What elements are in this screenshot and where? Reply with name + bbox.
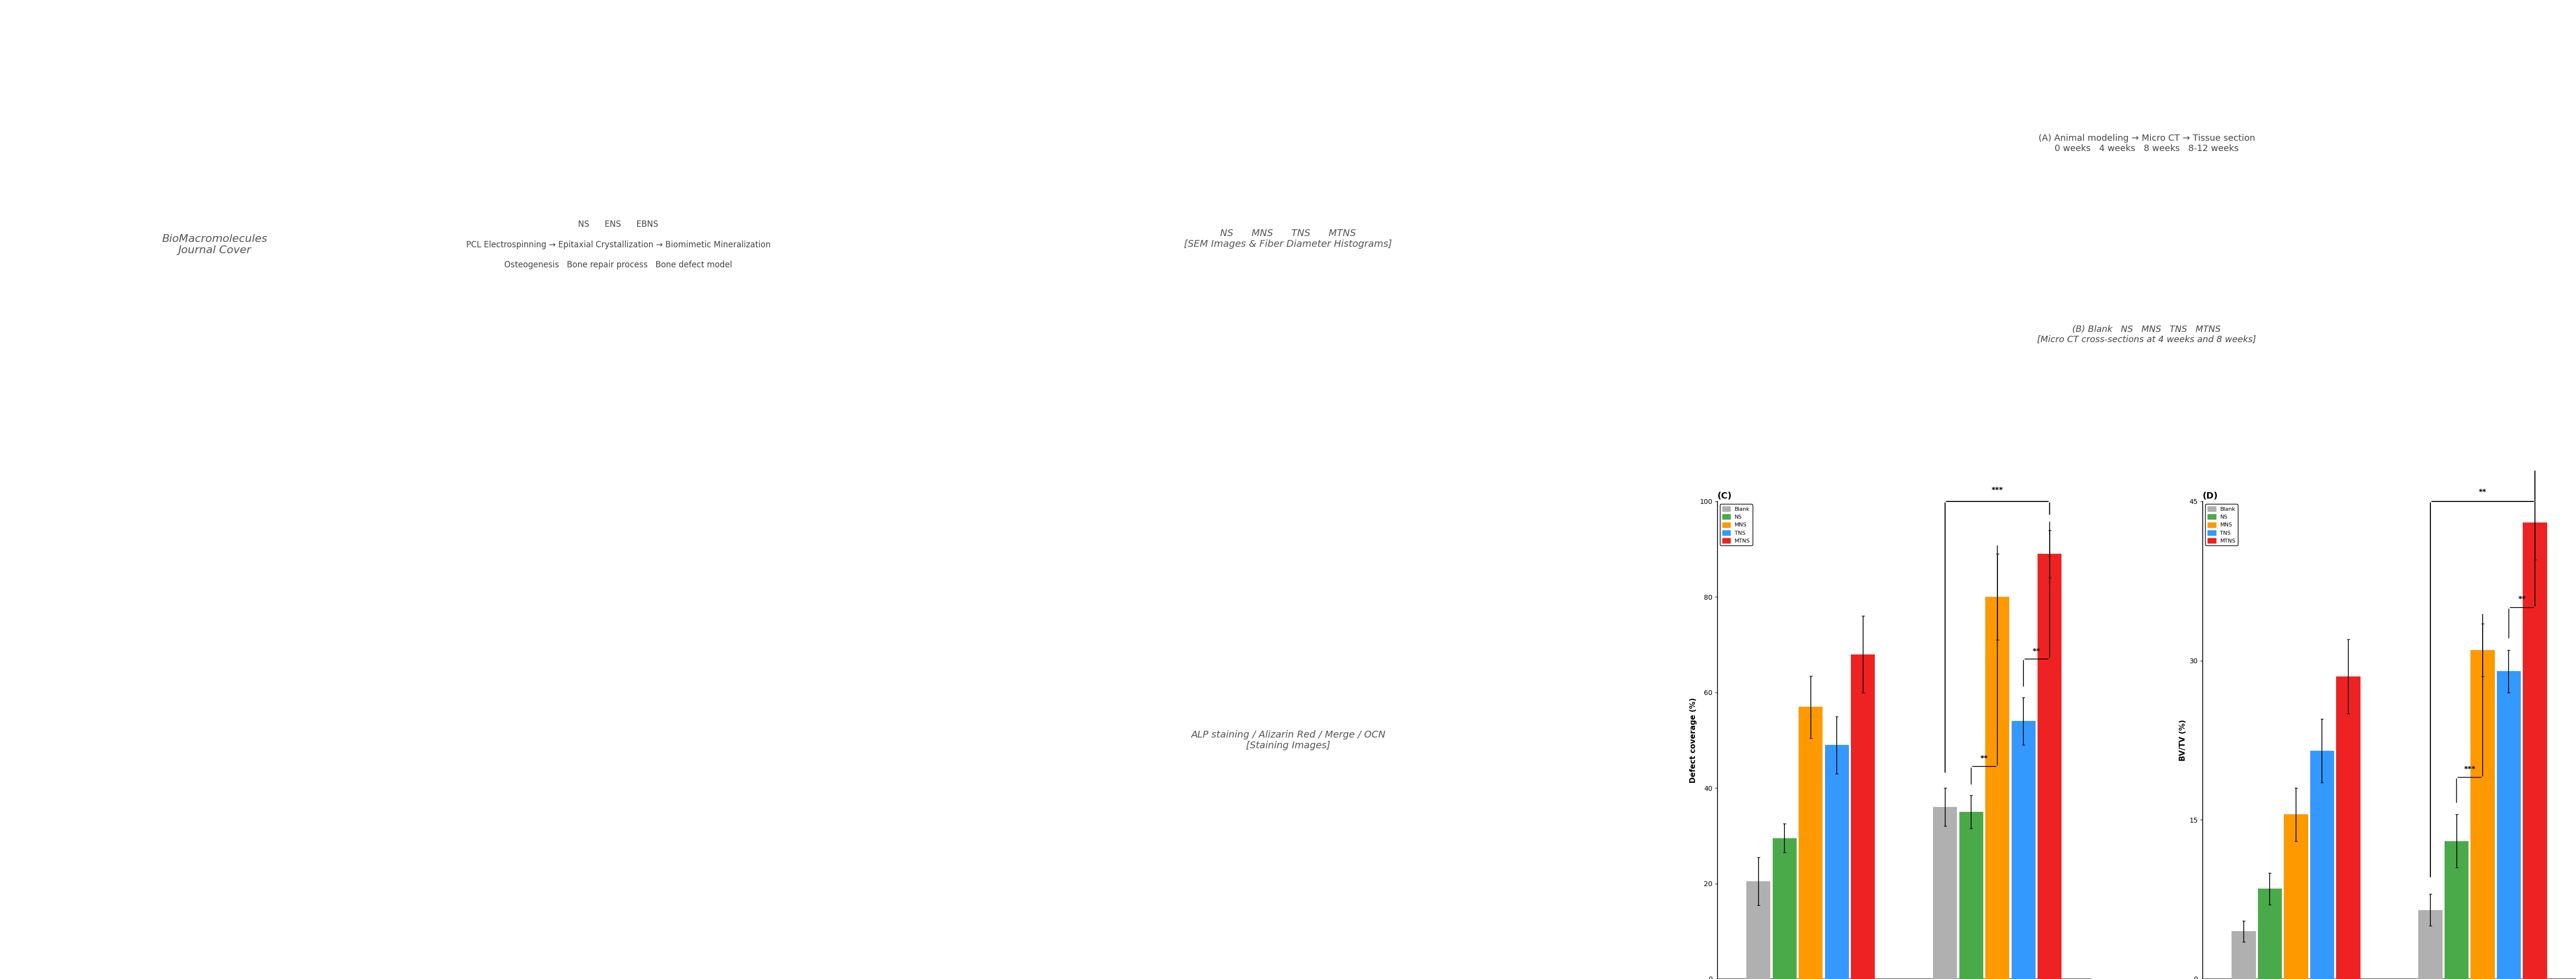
Bar [2336,676,2360,979]
Text: **: ** [1981,756,1989,763]
Bar [1772,838,1795,979]
Text: ALP staining / Alizarin Red / Merge / OCN
[Staining Images]: ALP staining / Alizarin Red / Merge / OC… [1190,730,1386,750]
Legend: Blank, NS, MNS, TNS, MTNS: Blank, NS, MNS, TNS, MTNS [1721,504,1752,545]
Bar [2419,910,2442,979]
Bar [2496,672,2522,979]
Bar [2470,650,2494,979]
Bar [2311,751,2334,979]
Text: ***: *** [2463,766,2476,773]
Bar [2012,722,2035,979]
Text: NS      MNS      TNS      MTNS
[SEM Images & Fiber Diameter Histograms]: NS MNS TNS MTNS [SEM Images & Fiber Diam… [1185,229,1391,249]
Bar [2257,889,2282,979]
Text: (A) Animal modeling → Micro CT → Tissue section
0 weeks   4 weeks   8 weeks   8-: (A) Animal modeling → Micro CT → Tissue … [2038,134,2254,153]
Y-axis label: BV/TV (%): BV/TV (%) [2179,720,2187,761]
Bar [1747,881,1770,979]
Legend: Blank, NS, MNS, TNS, MTNS: Blank, NS, MNS, TNS, MTNS [2205,504,2239,545]
Text: ***: *** [1991,487,2004,494]
Text: **: ** [2032,648,2040,655]
Text: (D): (D) [2202,491,2218,500]
Bar [2038,554,2061,979]
Bar [1986,597,2009,979]
Text: **: ** [2517,596,2527,603]
Text: **: ** [2478,489,2486,496]
Bar [2231,931,2257,979]
Text: NS      ENS      EBNS

PCL Electrospinning → Epitaxial Crystallization → Biomime: NS ENS EBNS PCL Electrospinning → Epitax… [466,220,770,269]
Bar [1960,812,1984,979]
Y-axis label: Defect coverage (%): Defect coverage (%) [1690,698,1698,783]
Bar [2445,841,2468,979]
Text: BioMacromolecules
Journal Cover: BioMacromolecules Journal Cover [162,234,268,256]
Text: (B) Blank   NS   MNS   TNS   MTNS
[Micro CT cross-sections at 4 weeks and 8 week: (B) Blank NS MNS TNS MTNS [Micro CT cros… [2038,325,2257,344]
Bar [1932,807,1958,979]
Bar [2522,523,2548,979]
Bar [2285,815,2308,979]
Bar [1824,745,1850,979]
Text: (C): (C) [1718,491,1731,500]
Bar [1798,707,1824,979]
Bar [1852,654,1875,979]
